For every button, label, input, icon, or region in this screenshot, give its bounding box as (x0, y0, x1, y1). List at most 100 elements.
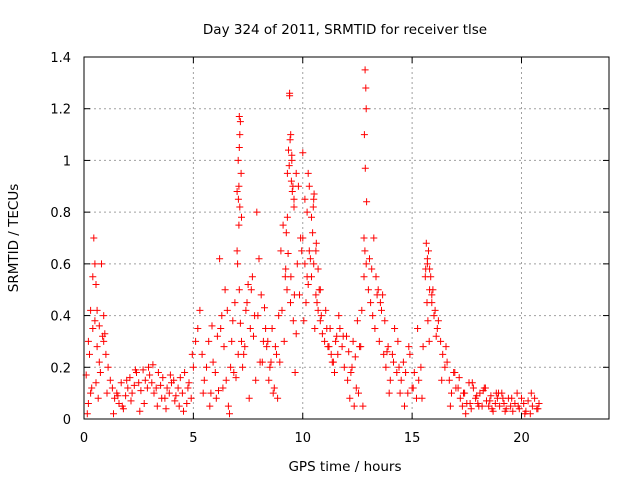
data-point (234, 260, 242, 268)
data-point (338, 343, 346, 351)
data-point (124, 384, 132, 392)
data-point (89, 273, 97, 281)
data-point (100, 312, 108, 320)
data-point (137, 387, 145, 395)
data-point (131, 366, 139, 374)
data-point (381, 317, 389, 325)
data-point (235, 182, 243, 190)
data-point (299, 234, 307, 242)
data-point (199, 389, 207, 397)
data-point (265, 376, 273, 384)
data-point (374, 286, 382, 294)
data-point (446, 402, 454, 410)
data-point (86, 350, 93, 358)
data-point (347, 369, 355, 376)
data-point (386, 376, 394, 384)
y-tick-label: 1 (63, 154, 71, 169)
data-point (475, 402, 483, 410)
data-point (93, 343, 101, 351)
data-point (507, 402, 515, 410)
data-point (246, 325, 254, 332)
data-point (228, 337, 236, 345)
data-point (309, 203, 317, 211)
data-point (236, 118, 244, 126)
data-point (321, 337, 329, 345)
data-point (143, 384, 151, 392)
data-point (509, 407, 517, 415)
data-point (288, 151, 296, 159)
data-point (209, 358, 217, 366)
chart-title: Day 324 of 2011, SRMTID for receiver tls… (203, 22, 487, 38)
y-tick-label: 0.2 (50, 361, 71, 376)
data-point (383, 348, 391, 356)
data-point (269, 389, 277, 397)
data-point (366, 255, 373, 263)
data-point (83, 410, 91, 418)
data-point (270, 384, 278, 392)
data-point (187, 394, 195, 402)
data-point (174, 384, 182, 392)
data-point (229, 317, 237, 325)
data-point (353, 317, 361, 325)
data-point (316, 317, 324, 325)
data-point (479, 387, 487, 395)
data-point (114, 392, 122, 400)
data-point (95, 358, 103, 366)
data-point (518, 394, 525, 402)
data-point (429, 286, 437, 294)
data-point (315, 286, 323, 294)
data-point (100, 337, 108, 345)
data-point (406, 350, 414, 358)
data-point (152, 384, 160, 392)
data-point (434, 317, 442, 325)
data-point (363, 198, 371, 206)
data-point (266, 363, 274, 371)
data-point (293, 260, 301, 268)
data-point (275, 312, 283, 320)
data-point (299, 149, 307, 157)
data-point (287, 131, 295, 139)
data-point (402, 369, 410, 376)
data-point (101, 330, 109, 338)
data-point (305, 182, 313, 190)
data-point (230, 369, 238, 376)
data-point (410, 369, 418, 376)
x-tick-label: 15 (404, 431, 421, 446)
x-tick-label: 20 (513, 431, 530, 446)
data-point (513, 389, 521, 397)
data-point (443, 358, 451, 366)
data-point (340, 363, 348, 371)
data-point (234, 156, 242, 164)
data-point (357, 343, 365, 351)
data-point (277, 247, 285, 255)
data-point (388, 350, 396, 358)
data-point (468, 379, 476, 387)
data-point (146, 371, 154, 379)
data-point (237, 169, 245, 177)
y-tick-label: 0.8 (50, 206, 71, 221)
data-point (499, 394, 507, 402)
data-point (314, 306, 322, 314)
data-point (239, 363, 247, 371)
data-point (274, 394, 282, 402)
data-point (234, 350, 242, 358)
data-point (122, 392, 130, 400)
data-point (257, 291, 265, 299)
y-tick-label: 0.6 (50, 258, 71, 273)
data-point (359, 402, 367, 410)
data-point (98, 260, 105, 268)
data-points (82, 66, 543, 418)
data-point (130, 381, 138, 389)
data-point (180, 407, 187, 415)
data-point (232, 374, 240, 382)
data-point (135, 379, 143, 387)
data-point (278, 306, 286, 314)
data-point (287, 299, 294, 307)
data-point (345, 348, 353, 356)
data-point (87, 389, 95, 397)
data-point (175, 402, 183, 410)
data-point (312, 291, 320, 299)
data-point (466, 400, 474, 407)
data-point (304, 281, 312, 288)
